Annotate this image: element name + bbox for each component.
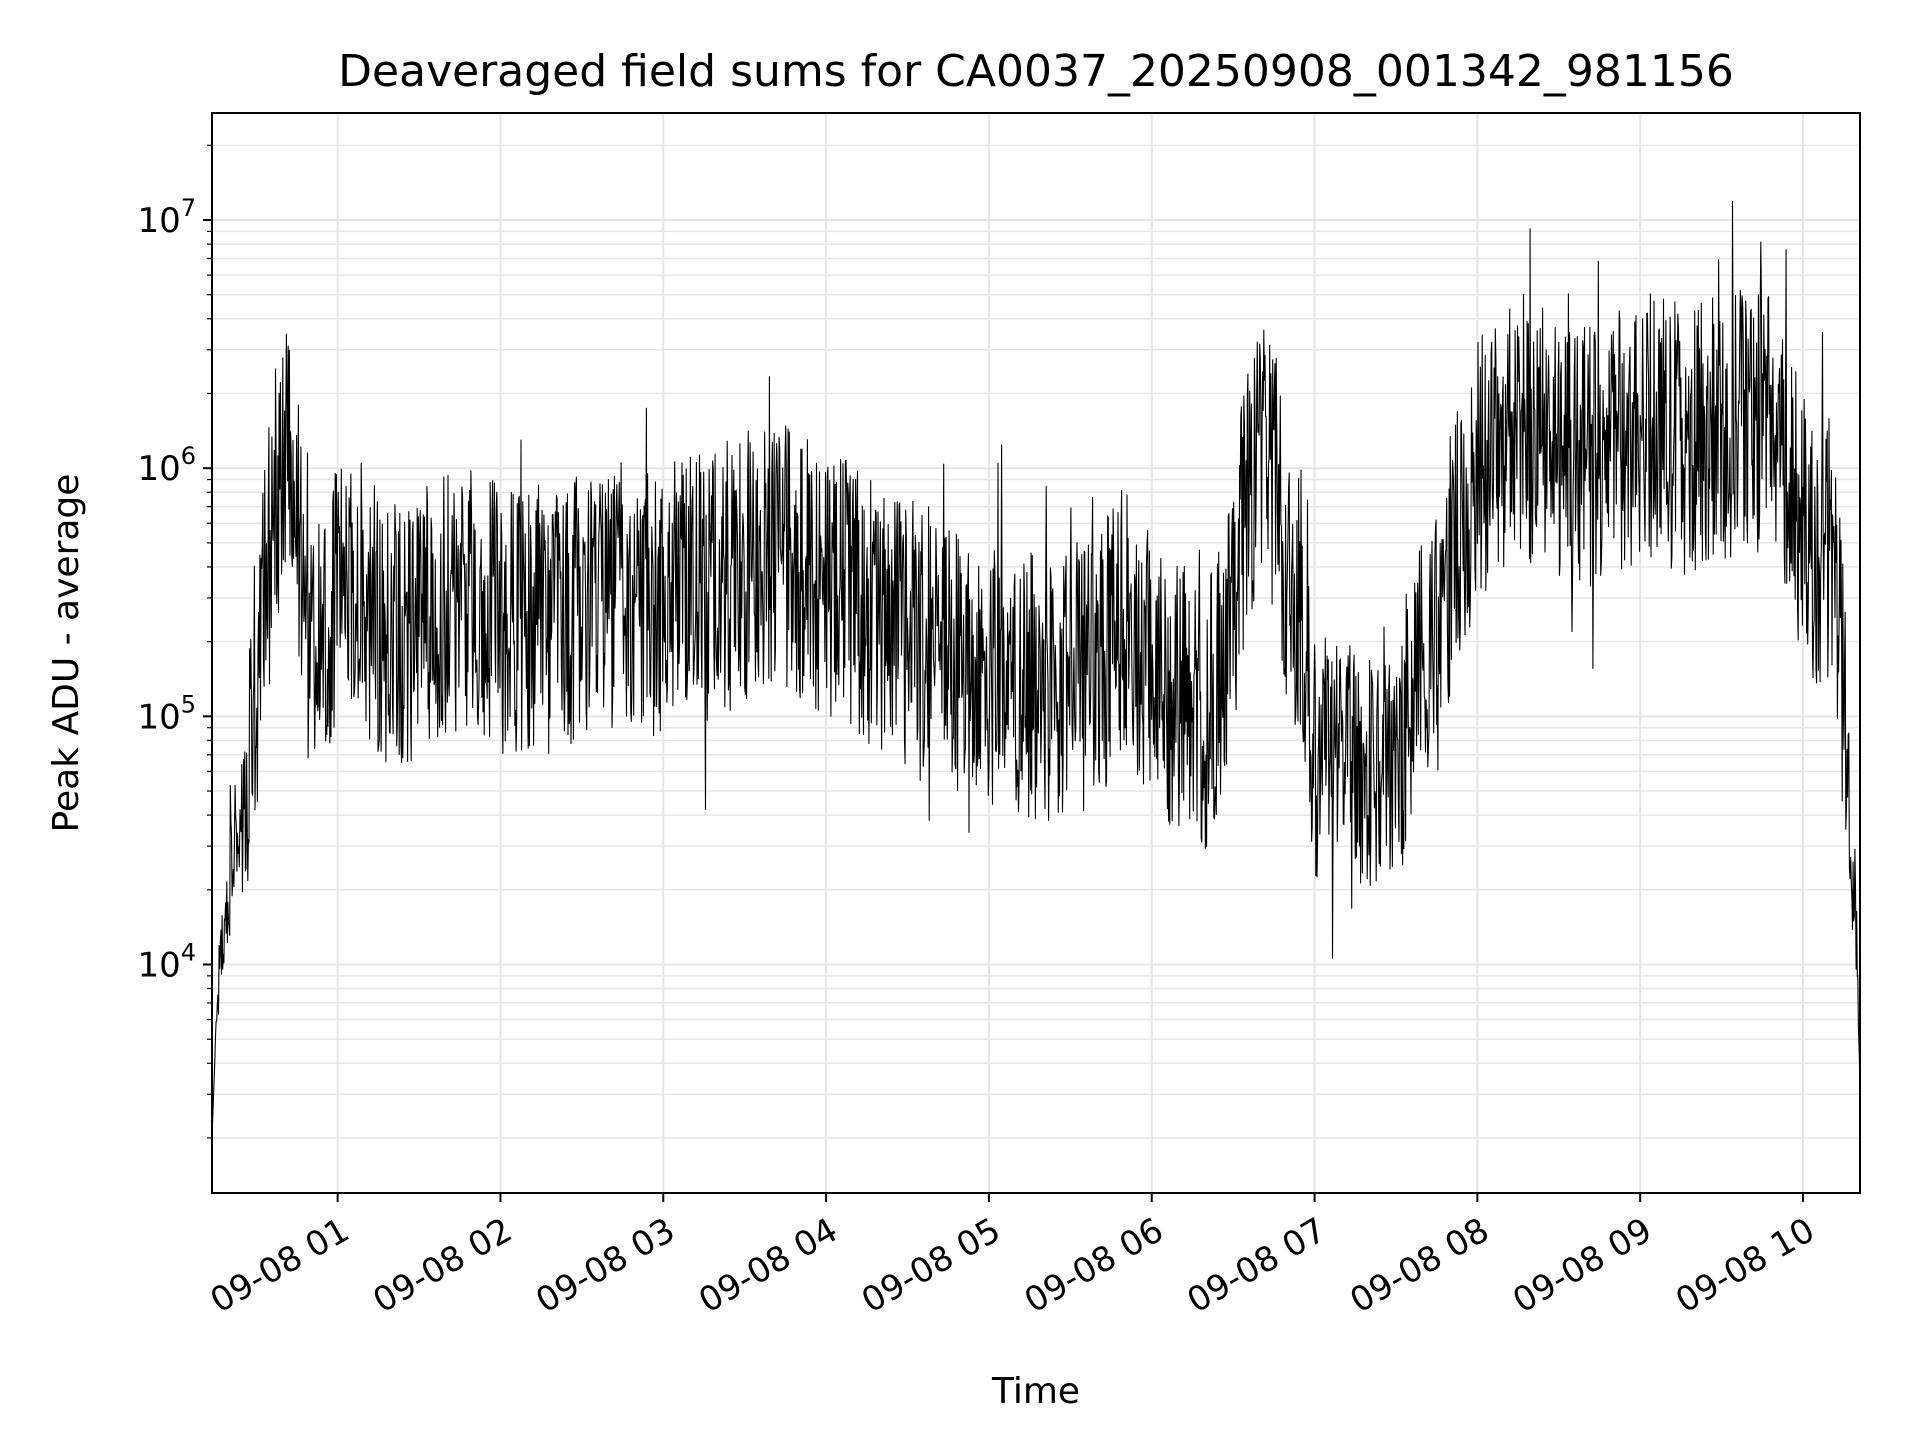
y-axis-label: Peak ADU - average [46,474,87,833]
grid [212,113,1860,1193]
x-axis-label: Time [991,1371,1080,1412]
y-axis-ticks: 104 105 106 107 [137,144,212,1139]
y-tick-label: 107 [137,194,196,241]
series-line [211,200,1861,1138]
y-tick-label: 105 [137,690,196,737]
plot-frame [211,112,1861,1194]
y-tick-label: 104 [137,938,196,985]
y-tick-label: 106 [137,442,196,489]
chart-title: Deaveraged field sums for CA0037_2025090… [338,46,1734,97]
series-layer [211,200,1861,1138]
